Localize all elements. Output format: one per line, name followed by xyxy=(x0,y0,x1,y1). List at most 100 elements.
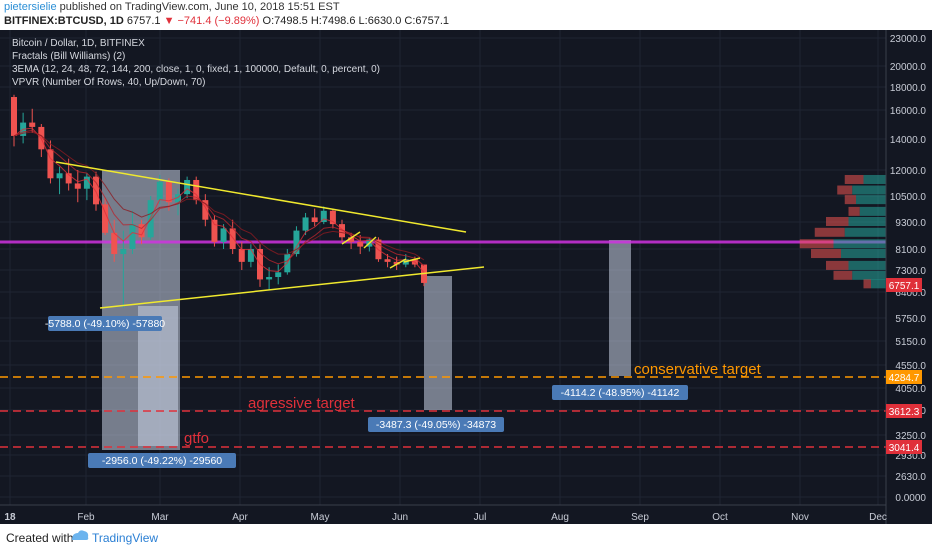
author-link[interactable]: pietersielie xyxy=(4,1,57,13)
time-tick-label: Feb xyxy=(77,512,95,523)
volume-bar-up xyxy=(863,174,886,184)
candle-body xyxy=(93,176,99,205)
volume-bar-up xyxy=(859,206,886,216)
measure-shading xyxy=(102,170,631,450)
measure-label-text: -5788.0 (-49.10%) -57880 xyxy=(45,318,165,330)
candle-body xyxy=(220,228,227,242)
volume-bar-down xyxy=(799,239,834,249)
volume-profile xyxy=(799,174,886,289)
candle-body xyxy=(138,224,145,238)
price-tick-label: 16000.0 xyxy=(890,106,927,117)
time-tick-label: Mar xyxy=(151,512,169,523)
price-tick-label: 8100.0 xyxy=(895,245,926,256)
trendlines xyxy=(55,161,485,309)
price-tag-box xyxy=(886,278,922,292)
footer: Created with TradingView xyxy=(0,524,932,550)
candle-body xyxy=(165,181,172,203)
mini-trendline xyxy=(341,231,361,245)
candle-body xyxy=(348,237,355,242)
volume-bar-up xyxy=(852,270,886,280)
volume-bar-down xyxy=(844,195,856,205)
candle-body xyxy=(384,259,391,262)
candle-body xyxy=(266,277,273,280)
mini-trendline xyxy=(389,258,407,269)
time-tick-label: 18 xyxy=(4,512,16,523)
volume-bar-up xyxy=(848,217,886,226)
measure-label-box xyxy=(552,385,688,400)
volume-bar-down xyxy=(811,249,841,259)
candle-body xyxy=(65,173,72,184)
volume-bar-down xyxy=(814,227,845,237)
upper-trendline xyxy=(55,161,467,233)
volume-bar-up xyxy=(833,239,886,249)
price-tick-label: 23000.0 xyxy=(890,34,927,45)
measure-label-box xyxy=(48,316,162,331)
measure-label-text: -2956.0 (-49.22%) -29560 xyxy=(102,455,222,467)
volume-bar-down xyxy=(826,260,849,270)
lower-trendline xyxy=(99,266,485,309)
price-tag-box xyxy=(886,370,922,384)
price-chart[interactable]: -5788.0 (-49.10%) -57880 -2956.0 (-49.22%… xyxy=(0,30,932,524)
publish-header: pietersielie published on TradingView.co… xyxy=(0,0,932,30)
price-tick-label: 5750.0 xyxy=(895,314,926,325)
price-tick-label: 9300.0 xyxy=(895,218,926,229)
tradingview-logo-icon xyxy=(72,530,89,540)
candle-body xyxy=(29,122,36,127)
time-tick-label: Jun xyxy=(392,512,408,523)
volume-bar-up xyxy=(856,195,886,205)
volume-bar-down xyxy=(863,279,871,289)
volume-bar-up xyxy=(848,260,886,270)
price-tick-label: 4050.0 xyxy=(895,384,926,395)
price-tick-label: 2630.0 xyxy=(895,472,926,483)
candle-body xyxy=(293,230,300,255)
measure-labels: -5788.0 (-49.10%) -57880 -2956.0 (-49.22%… xyxy=(45,316,688,468)
candle-body xyxy=(211,219,218,242)
candle-body xyxy=(247,249,254,262)
annotations: conservative target agressive target gtfo xyxy=(184,361,762,447)
candle-body xyxy=(193,179,200,201)
price-tag-text: 6757.1 xyxy=(889,281,920,292)
candle-body xyxy=(74,183,81,189)
price-tags: 6757.1 4284.7 3612.3 3041.4 xyxy=(886,278,922,454)
candle-body xyxy=(11,97,17,136)
candle-body xyxy=(320,210,327,222)
candle-body xyxy=(275,272,282,278)
time-tick-label: Aug xyxy=(551,512,569,523)
candle-body xyxy=(120,249,127,255)
candle-body xyxy=(102,204,109,233)
candle-body xyxy=(302,217,309,231)
conservative-target-label: conservative target xyxy=(634,361,762,378)
legend-line: Fractals (Bill Williams) (2) xyxy=(12,51,125,62)
candle-body xyxy=(111,232,118,255)
candle-body xyxy=(393,261,400,265)
candle-body xyxy=(357,241,364,247)
price-tick-label: 2930.0 xyxy=(895,451,926,462)
time-tick-label: Sep xyxy=(631,512,649,523)
mini-trendline xyxy=(363,236,377,249)
symbol-name: BITFINEX:BTCUSD, 1D xyxy=(4,15,124,27)
tradingview-brand[interactable]: TradingView xyxy=(92,531,159,545)
candle-body xyxy=(339,224,345,238)
price-tick-label: 3250.0 xyxy=(895,431,926,442)
time-axis[interactable]: 18 Feb Mar Apr May Jun Jul Aug Sep Oct Nov Dec xyxy=(4,512,886,523)
volume-bar-down xyxy=(833,270,853,280)
price-tick-label: 12000.0 xyxy=(890,166,927,177)
legend-line: Bitcoin / Dollar, 1D, BITFINEX xyxy=(12,38,145,49)
chart-legend: Bitcoin / Dollar, 1D, BITFINEX Fractals (… xyxy=(12,38,380,88)
measure-label-box xyxy=(368,417,504,432)
horizontal-levels xyxy=(0,240,886,448)
measure-range-box xyxy=(609,240,631,376)
mini-trendline xyxy=(403,257,421,263)
time-tick-label: Oct xyxy=(712,512,728,523)
ohlc-values: O:7498.5 H:7498.6 L:6630.0 C:6757.1 xyxy=(262,15,450,27)
last-price: 6757.1 xyxy=(126,15,161,27)
volume-bar-down xyxy=(848,206,860,216)
measure-label-text: -4114.2 (-48.95%) -41142 xyxy=(561,387,680,399)
volume-bar-up xyxy=(871,279,886,289)
legend-line: VPVR (Number Of Rows, 40, Up/Down, 70) xyxy=(12,77,205,88)
gtfo-label: gtfo xyxy=(184,430,209,447)
volume-bar-down xyxy=(837,185,853,195)
price-tick-label: 18000.0 xyxy=(890,83,927,94)
time-tick-label: Dec xyxy=(869,512,887,523)
ema-line xyxy=(13,127,425,273)
